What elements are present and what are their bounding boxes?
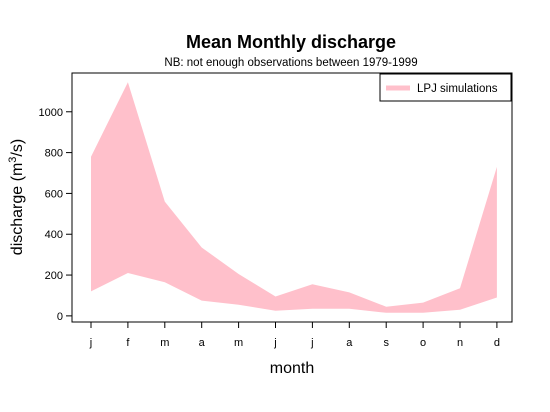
x-tick-label: o (420, 337, 426, 349)
x-tick-label: a (199, 337, 206, 349)
y-axis-label-superscript: 3 (7, 157, 19, 163)
y-tick-label: 600 (45, 188, 63, 200)
y-tick-label: 200 (45, 270, 63, 282)
x-tick-label: s (383, 337, 389, 349)
y-tick-label: 800 (45, 148, 63, 160)
y-axis-label-prefix: discharge (m (9, 163, 26, 255)
band-layer (91, 82, 497, 313)
chart-subtitle: NB: not enough observations between 1979… (164, 57, 417, 69)
x-tick-label: j (310, 337, 313, 349)
x-tick-label: n (457, 337, 463, 349)
plot-frame (71, 72, 513, 323)
chart-title: Mean Monthly discharge (186, 32, 396, 52)
x-tick-label: f (126, 337, 130, 349)
y-tick-label: 400 (45, 229, 63, 241)
x-tick-label: m (234, 337, 243, 349)
x-tick-label: j (273, 337, 276, 349)
x-axis-label: month (270, 360, 314, 377)
x-tick-label: j (89, 337, 92, 349)
y-tick-label: 0 (57, 311, 63, 323)
series-band-lpj-simulations (91, 82, 497, 313)
y-axis-label-suffix: /s) (9, 139, 26, 157)
legend: LPJ simulations (379, 73, 512, 102)
y-axis-label: discharge (m3/s) (7, 139, 26, 255)
y-tick-label: 1000 (39, 107, 63, 119)
y-axis: 0 200 400 600 800 1000 (39, 107, 72, 323)
x-tick-label: m (160, 337, 169, 349)
x-tick-label: a (346, 337, 353, 349)
legend-label: LPJ simulations (417, 83, 498, 95)
x-tick-label: d (494, 337, 500, 349)
